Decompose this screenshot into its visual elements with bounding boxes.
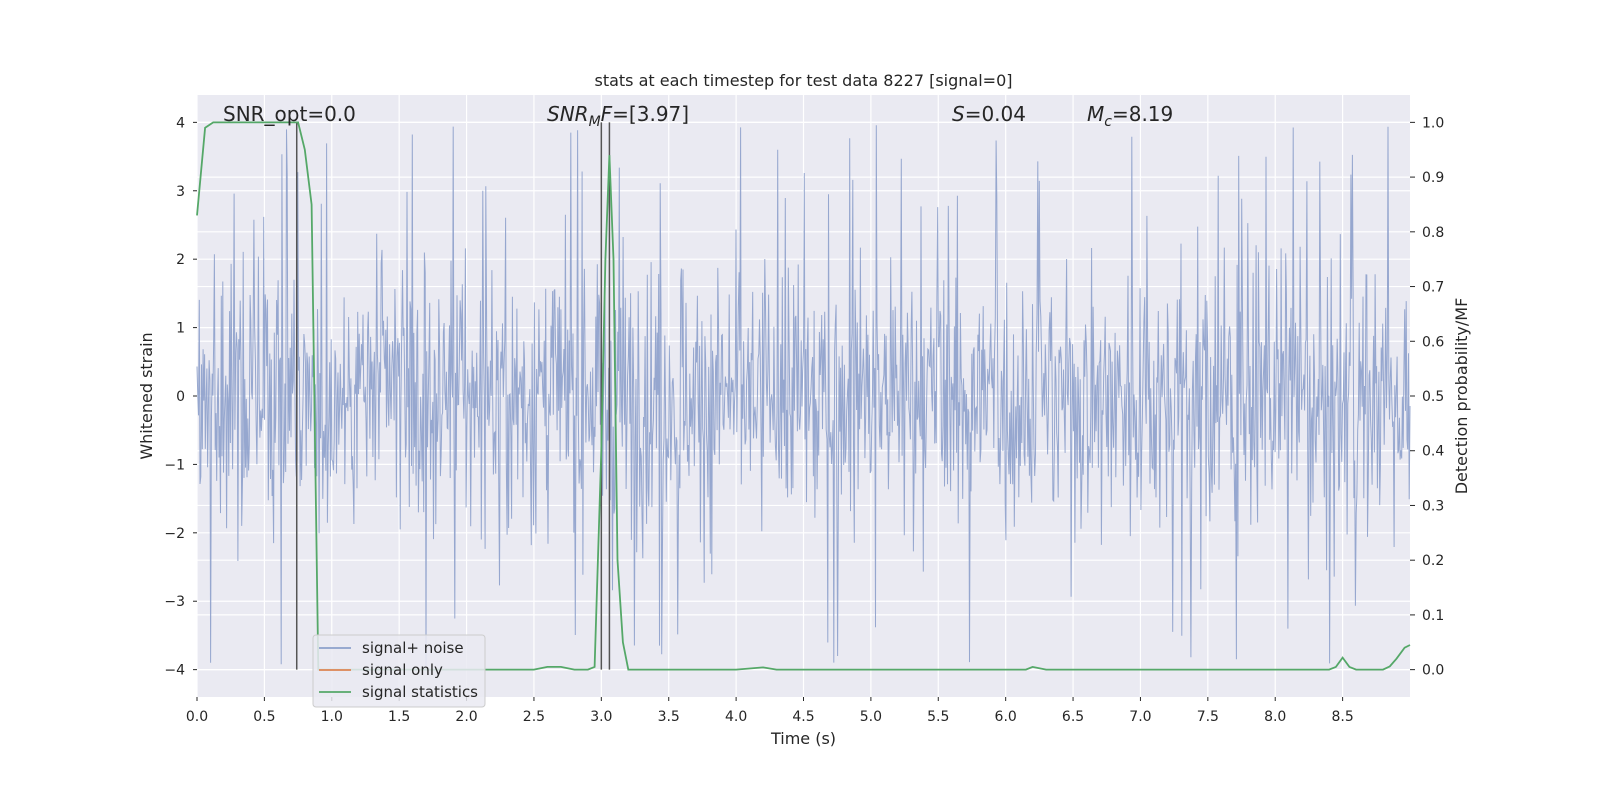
x-tick-label: 1.0 bbox=[321, 709, 343, 725]
snr-mf-sub: M bbox=[589, 114, 601, 130]
x-tick-label: 4.5 bbox=[792, 709, 814, 725]
x-tick-label: 7.0 bbox=[1129, 709, 1151, 725]
legend-label: signal only bbox=[362, 661, 443, 679]
snr-mf-main: SNR bbox=[547, 102, 589, 126]
y-tick-label: −2 bbox=[164, 526, 185, 542]
y-right-tick-label: 0.8 bbox=[1422, 225, 1444, 241]
y-tick-label: 1 bbox=[176, 321, 185, 337]
snr-mf-italic: F bbox=[601, 102, 613, 126]
x-tick-label: 2.0 bbox=[455, 709, 477, 725]
y-right-tick-label: 0.3 bbox=[1422, 498, 1444, 514]
s-value: =0.04 bbox=[965, 102, 1026, 126]
x-tick-label: 2.5 bbox=[523, 709, 545, 725]
x-tick-label: 4.0 bbox=[725, 709, 747, 725]
y-axis-label: Whitened strain bbox=[137, 332, 156, 459]
x-axis-label: Time (s) bbox=[770, 729, 836, 748]
x-tick-label: 1.5 bbox=[388, 709, 410, 725]
mc-value: =8.19 bbox=[1112, 102, 1173, 126]
y-tick-label: −3 bbox=[164, 594, 185, 610]
legend: signal+ noise signal only signal statistic… bbox=[313, 635, 485, 707]
snr-mf-value: =[3.97] bbox=[612, 102, 689, 126]
y-right-tick-label: 0.0 bbox=[1422, 663, 1444, 679]
x-tick-label: 8.5 bbox=[1331, 709, 1353, 725]
x-tick-label: 0.0 bbox=[186, 709, 208, 725]
s-annotation: S=0.04 bbox=[952, 102, 1026, 126]
y-tick-label: 2 bbox=[176, 252, 185, 268]
x-tick-label: 6.0 bbox=[995, 709, 1017, 725]
x-tick-label: 3.0 bbox=[590, 709, 612, 725]
mc-annotation: Mc=8.19 bbox=[1087, 102, 1173, 130]
y-right-tick-label: 0.2 bbox=[1422, 553, 1444, 569]
x-tick-label: 3.5 bbox=[658, 709, 680, 725]
y-right-tick-label: 0.7 bbox=[1422, 280, 1444, 296]
chart-title: stats at each timestep for test data 822… bbox=[594, 71, 1012, 90]
x-tick-label: 5.0 bbox=[860, 709, 882, 725]
chart-canvas: 0.0 0.5 1.0 1.5 2.0 2.5 3.0 3.5 4.0 4.5 5.0 5.5 6.0 6… bbox=[0, 0, 1600, 800]
x-tick-label: 6.5 bbox=[1062, 709, 1084, 725]
legend-label: signal+ noise bbox=[362, 639, 464, 657]
snr-opt-annotation: SNR_opt=0.0 bbox=[223, 102, 356, 126]
mc-main: M bbox=[1087, 102, 1104, 126]
y-right-tick-label: 0.6 bbox=[1422, 334, 1444, 350]
y-right-tick-label: 0.5 bbox=[1422, 389, 1444, 405]
legend-label: signal statistics bbox=[362, 683, 478, 701]
s-main: S bbox=[952, 102, 965, 126]
y-tick-label: 4 bbox=[176, 115, 185, 131]
y-axis-right-label: Detection probability/MF bbox=[1452, 298, 1471, 495]
x-tick-label: 5.5 bbox=[927, 709, 949, 725]
y-right-tick-label: 1.0 bbox=[1422, 115, 1444, 131]
y-right-tick-label: 0.4 bbox=[1422, 444, 1444, 460]
y-tick-label: 0 bbox=[176, 389, 185, 405]
x-tick-label: 7.5 bbox=[1197, 709, 1219, 725]
x-tick-label: 8.0 bbox=[1264, 709, 1286, 725]
snr-mf-annotation: SNRMF=[3.97] bbox=[547, 102, 689, 130]
y-tick-label: −1 bbox=[164, 457, 185, 473]
x-tick-label: 0.5 bbox=[253, 709, 275, 725]
chart-figure: 0.0 0.5 1.0 1.5 2.0 2.5 3.0 3.5 4.0 4.5 5.0 5.5 6.0 6… bbox=[0, 0, 1600, 800]
y-right-tick-label: 0.1 bbox=[1422, 608, 1444, 624]
y-tick-label: −4 bbox=[164, 663, 185, 679]
y-tick-label: 3 bbox=[176, 184, 185, 200]
y-right-tick-label: 0.9 bbox=[1422, 170, 1444, 186]
